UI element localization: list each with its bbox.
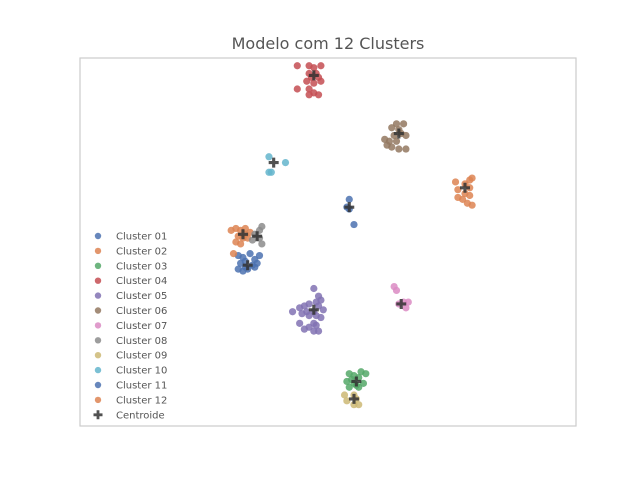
legend-marker-cluster-07 bbox=[94, 322, 102, 329]
cluster-11-centroid-marker bbox=[344, 202, 355, 213]
legend-label-cluster-10: Cluster 10 bbox=[116, 366, 167, 377]
cluster-11-point bbox=[345, 195, 353, 203]
cluster-08-centroid-marker bbox=[252, 231, 263, 242]
cluster-06-point bbox=[402, 131, 410, 140]
cluster-10-point bbox=[267, 168, 275, 176]
cluster-05-point bbox=[314, 327, 323, 335]
legend-marker-cluster-09 bbox=[94, 352, 102, 359]
cluster-04-centroid-marker bbox=[308, 70, 319, 81]
cluster-10-point bbox=[265, 153, 273, 161]
cluster-05-centroid-marker bbox=[308, 304, 319, 315]
cluster-08-point bbox=[248, 236, 257, 244]
cluster-06-point bbox=[383, 141, 391, 149]
cluster-03-centroid-marker bbox=[351, 376, 362, 387]
cluster-07-centroid-marker bbox=[396, 298, 407, 309]
legend-marker-cluster-10 bbox=[94, 366, 102, 374]
legend-label-cluster-03: Cluster 03 bbox=[116, 261, 167, 272]
cluster-09-centroid-marker bbox=[348, 393, 359, 404]
cluster-12-point bbox=[451, 178, 460, 186]
cluster-02-point bbox=[229, 250, 238, 258]
cluster-04-point bbox=[314, 91, 323, 99]
cluster-05-point bbox=[296, 319, 304, 327]
cluster-06-point bbox=[381, 135, 389, 143]
cluster-12-point bbox=[466, 191, 474, 200]
legend-label-cluster-08: Cluster 08 bbox=[116, 336, 167, 347]
cluster-05-point bbox=[298, 310, 306, 318]
cluster-09-point bbox=[343, 397, 351, 405]
legend-marker-cluster-08 bbox=[94, 337, 102, 344]
cluster-12-centroid-marker bbox=[459, 182, 470, 193]
legend-marker-cluster-05 bbox=[94, 292, 102, 299]
cluster-05-point bbox=[312, 321, 320, 329]
cluster-12-point bbox=[454, 186, 462, 194]
cluster-06-point bbox=[392, 137, 401, 145]
cluster-06-point bbox=[395, 145, 403, 153]
legend-marker-cluster-02 bbox=[94, 247, 102, 255]
cluster-04-point bbox=[317, 62, 325, 70]
cluster-04-point bbox=[317, 77, 325, 85]
legend-label-cluster-12: Cluster 12 bbox=[116, 395, 167, 406]
cluster-07-point bbox=[404, 298, 412, 306]
legend-label-cluster-06: Cluster 06 bbox=[116, 306, 167, 317]
cluster-07-point bbox=[392, 286, 401, 295]
plot-area-frame bbox=[79, 57, 577, 427]
cluster-06-point bbox=[402, 145, 410, 153]
cluster-05-point bbox=[300, 325, 308, 333]
legend-label-cluster-09: Cluster 09 bbox=[116, 351, 167, 362]
cluster-06-point bbox=[388, 124, 396, 132]
legend-label-centroid: Centroide bbox=[116, 410, 165, 421]
legend: Cluster 01 Cluster 02 Cluster 03 Cluster 04… bbox=[93, 232, 167, 421]
cluster-05-point bbox=[305, 312, 313, 320]
cluster-06-point bbox=[399, 120, 408, 128]
legend-marker-centroid bbox=[93, 410, 103, 420]
cluster-11-point bbox=[350, 220, 358, 229]
legend-label-cluster-05: Cluster 05 bbox=[116, 291, 167, 302]
legend-marker-cluster-03 bbox=[94, 262, 102, 269]
cluster-04-point bbox=[310, 64, 318, 72]
legend-label-cluster-07: Cluster 07 bbox=[116, 321, 167, 332]
cluster-05-point bbox=[288, 308, 297, 316]
cluster-01-point bbox=[246, 250, 254, 258]
cluster-04-point bbox=[293, 85, 301, 93]
legend-marker-cluster-11 bbox=[94, 381, 102, 389]
cluster-09-point bbox=[340, 391, 349, 399]
legend-marker-cluster-12 bbox=[94, 396, 102, 404]
cluster-07-point bbox=[402, 304, 410, 312]
cluster-10-centroid-marker bbox=[268, 157, 279, 168]
legend-label-cluster-04: Cluster 04 bbox=[116, 276, 167, 287]
cluster-06-centroid-marker bbox=[393, 128, 404, 139]
legend-label-cluster-02: Cluster 02 bbox=[116, 246, 167, 257]
cluster-10-point bbox=[281, 158, 290, 167]
cluster-02-centroid-marker bbox=[237, 229, 248, 240]
centroids-layer bbox=[237, 70, 470, 404]
legend-marker-cluster-01 bbox=[94, 232, 102, 240]
cluster-01-point bbox=[251, 263, 259, 271]
cluster-01-point bbox=[255, 251, 264, 260]
cluster-04-point bbox=[310, 79, 318, 87]
cluster-05-point bbox=[296, 304, 304, 312]
cluster-01-centroid-marker bbox=[242, 260, 253, 271]
cluster-03-point bbox=[343, 377, 351, 386]
legend-marker-cluster-04 bbox=[94, 277, 102, 284]
legend-marker-cluster-06 bbox=[94, 307, 102, 314]
cluster-05-point bbox=[319, 306, 327, 314]
cluster-05-point bbox=[310, 284, 318, 293]
cluster-03-point bbox=[362, 370, 370, 378]
cluster-04-point bbox=[303, 77, 311, 85]
cluster-04-point bbox=[305, 91, 313, 99]
cluster-04-point bbox=[293, 62, 301, 70]
cluster-08-point bbox=[258, 240, 266, 248]
cluster-09-point bbox=[355, 401, 363, 409]
chart-title: Modelo com 12 Clusters bbox=[232, 34, 425, 53]
legend-label-cluster-11: Cluster 11 bbox=[116, 381, 167, 392]
cluster-12-point bbox=[468, 201, 476, 209]
cluster-05-point bbox=[317, 313, 325, 322]
legend-label-cluster-01: Cluster 01 bbox=[116, 232, 167, 243]
cluster-02-point bbox=[237, 240, 245, 248]
